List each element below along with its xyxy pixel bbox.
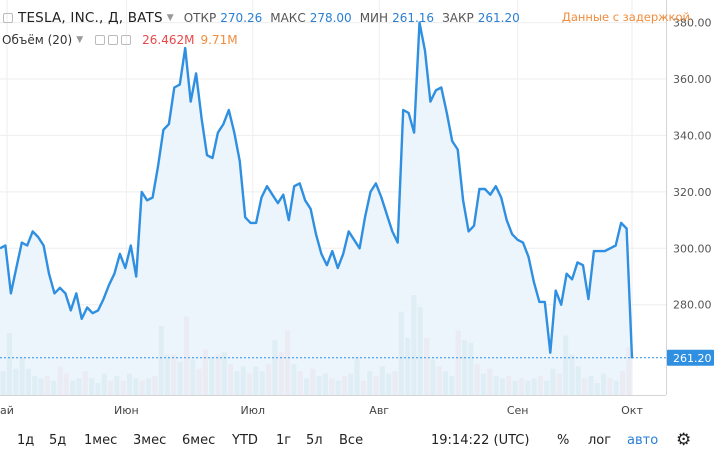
price-tick-label: 300.00 [673, 242, 712, 255]
time-tick-label: Сен [507, 404, 529, 417]
gear-icon[interactable] [108, 35, 119, 45]
volume-label[interactable]: Объём (20) [2, 33, 73, 47]
range-5y-button[interactable]: 5л [306, 433, 323, 448]
range-5d-button[interactable]: 5д [49, 433, 67, 448]
time-tick-label: Авг [369, 404, 389, 417]
price-tick-label: 380.00 [673, 17, 712, 30]
range-1m-button[interactable]: 1мес [84, 433, 118, 448]
price-tick-label: 340.00 [673, 129, 712, 142]
close-value: 261.20 [477, 11, 520, 25]
low-value: 261.16 [392, 11, 435, 25]
price-chart[interactable]: 280.00 300.00 320.00 340.00 360.00 380.00 ай И… [0, 0, 717, 422]
time-tick-label: Июн [114, 404, 139, 417]
price-tick-label: 360.00 [673, 73, 712, 86]
range-all-button[interactable]: Все [339, 433, 364, 448]
delayed-data-notice: Данные с задержкой [561, 10, 690, 24]
chevron-down-icon[interactable]: ▼ [166, 13, 174, 23]
time-tick-label: ай [0, 404, 14, 417]
last-price-label: 261.20 [673, 352, 712, 365]
range-1y-button[interactable]: 1г [276, 433, 292, 448]
price-tick-label: 320.00 [673, 186, 712, 199]
open-value: 270.26 [220, 11, 263, 25]
last-price-tag: 261.20 [667, 349, 714, 366]
range-3m-button[interactable]: 3мес [133, 433, 167, 448]
range-6m-button[interactable]: 6мес [182, 433, 216, 448]
percent-scale-button[interactable]: % [557, 433, 570, 448]
symbol-header: TESLA, INC., Д, BATS ▼ ОТКР 270.26 МАКС … [0, 8, 528, 28]
price-area [0, 22, 632, 395]
low-label: МИН [359, 11, 389, 25]
collapse-icon[interactable] [3, 13, 13, 23]
volume-legend: Объём (20) ▼ 26.462M 9.71M [2, 33, 238, 47]
close-label: ЗАКР [442, 11, 474, 25]
auto-scale-button[interactable]: авто [627, 433, 659, 448]
time-display[interactable]: 19:14:22 (UTC) [431, 433, 530, 448]
high-value: 278.00 [309, 11, 352, 25]
price-line [0, 21, 634, 359]
gear-icon[interactable]: ⚙ [676, 430, 692, 450]
log-scale-button[interactable]: лог [588, 433, 612, 448]
volume-value: 26.462M [142, 33, 195, 47]
chevron-down-icon[interactable]: ▼ [76, 35, 84, 45]
range-1d-button[interactable]: 1д [17, 433, 35, 448]
eye-icon[interactable] [95, 35, 106, 45]
close-icon[interactable] [121, 35, 132, 45]
time-tick-label: Окт [621, 404, 643, 417]
bottom-toolbar: 1д 5д 1мес 3мес 6мес YTD 1г 5л Все 19:14… [0, 422, 717, 460]
range-ytd-button[interactable]: YTD [232, 433, 258, 448]
volume-ma-value: 9.71M [200, 33, 238, 47]
symbol-name[interactable]: TESLA, INC., Д, BATS [18, 10, 163, 26]
open-label: ОТКР [183, 11, 217, 25]
price-tick-label: 280.00 [673, 299, 712, 312]
price-axis: 280.00 300.00 320.00 340.00 360.00 380.00 [673, 17, 712, 312]
high-label: МАКС [270, 11, 306, 25]
time-tick-label: Июл [241, 404, 266, 417]
time-axis: ай Июн Июл Авг Сен Окт [0, 404, 643, 417]
